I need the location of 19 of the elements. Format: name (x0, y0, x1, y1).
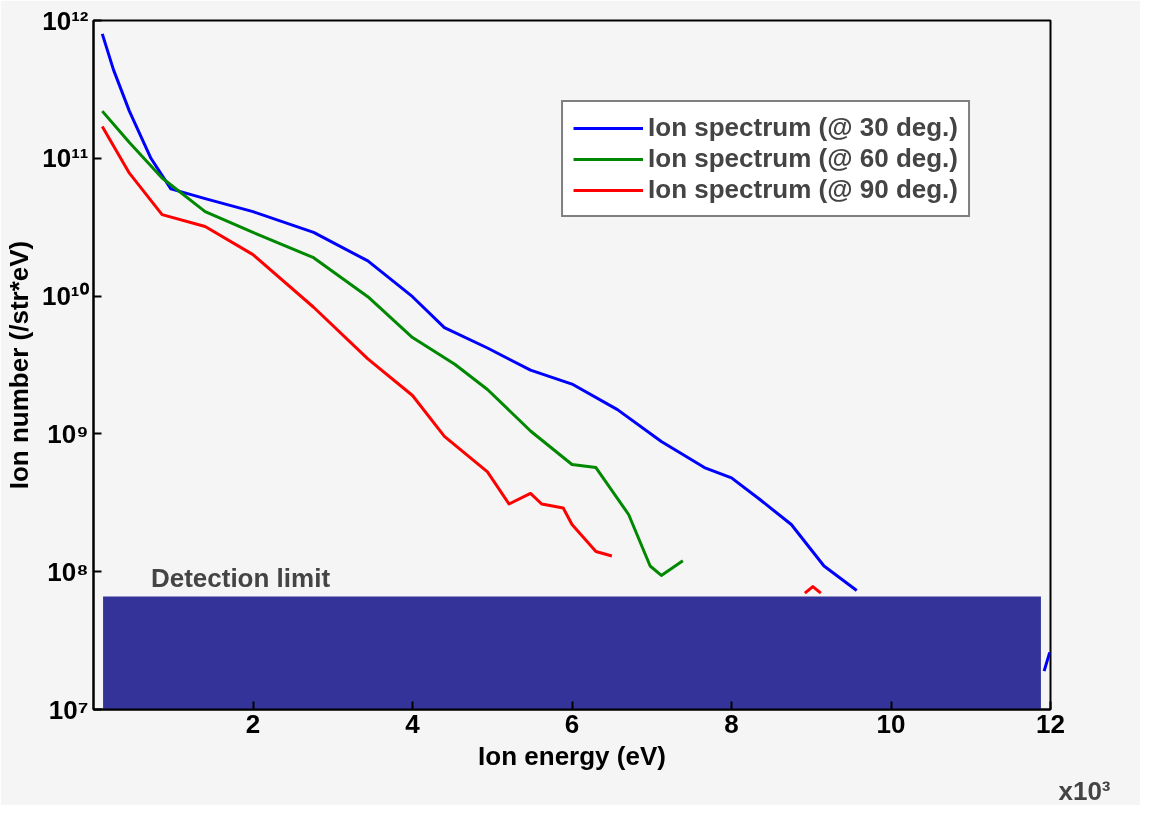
x-tick-label: 6 (564, 708, 580, 739)
text: x10³ (1058, 775, 1111, 806)
x-tick-label: 8 (724, 708, 739, 739)
y-tick-label: 10⁸ (47, 556, 89, 587)
x-tick-label: 12 (1036, 708, 1065, 739)
y-tick-label: 10⁷ (48, 694, 89, 725)
y-tick-label: 10⁹ (47, 418, 89, 449)
y-tick-label: 10¹² (42, 5, 89, 36)
legend-label: Ion spectrum (@ 90 deg.) (648, 174, 958, 205)
legend-label: Ion spectrum (@ 30 deg.) (648, 112, 958, 143)
legend-label: Ion spectrum (@ 60 deg.) (648, 143, 958, 174)
x-tick-label: 4 (405, 708, 421, 739)
y-tick-label: 10¹¹ (42, 143, 89, 174)
x-tick-label: 2 (245, 708, 261, 739)
x-axis-title: Ion energy (eV) (478, 740, 666, 771)
y-tick-label: 10¹⁰ (41, 281, 90, 312)
y-axis-title: Ion number (/str*eV) (3, 240, 34, 490)
band-label: Detection limit (150, 562, 331, 593)
x-tick-label: 10 (876, 708, 906, 739)
